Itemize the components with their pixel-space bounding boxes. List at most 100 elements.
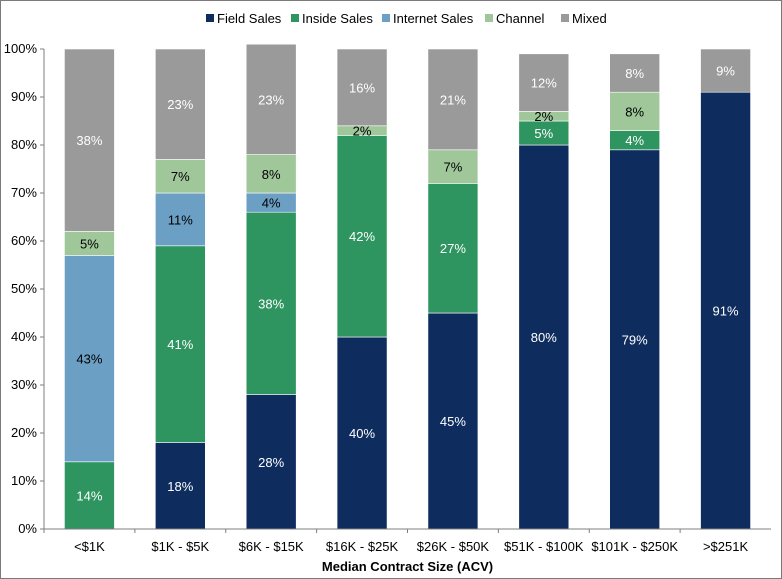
x-tick-label: $101K - $250K <box>591 539 678 554</box>
y-tick-label: 0% <box>18 521 37 536</box>
data-label-field-sales: 80% <box>531 330 557 345</box>
bars-layer: 14% 43% 5% 38% 18% 41% 11% 7% 23% 28% 38% 4% 8% 23% 40… <box>64 43 751 530</box>
data-label-channel: 2% <box>353 124 372 139</box>
legend-swatch-field-sales <box>206 14 214 22</box>
y-tick-label: 50% <box>11 281 37 296</box>
bar-segment-field-sales <box>336 336 388 530</box>
bar-segment-mixed <box>700 48 751 93</box>
y-tick-label: 70% <box>11 185 37 200</box>
bar-segment-field-sales <box>155 442 206 530</box>
legend-swatch-inside-sales <box>291 14 299 22</box>
bar-segment-mixed <box>64 48 115 232</box>
y-tick-label: 60% <box>11 233 37 248</box>
bar-stack-251k: 91% 9% <box>700 48 751 530</box>
y-tick-label: 30% <box>11 377 37 392</box>
data-label-mixed: 12% <box>531 76 557 91</box>
bar-segment-mixed <box>336 48 388 127</box>
x-tick-label: $26K - $50K <box>417 539 490 554</box>
legend-item-mixed: Mixed <box>561 11 607 26</box>
data-label-channel: 7% <box>171 169 190 184</box>
bar-segment-inside-sales <box>245 211 297 395</box>
data-label-internet-sales: 4% <box>262 196 281 211</box>
legend-swatch-mixed <box>561 14 569 22</box>
bar-stack-101k-250k: 79% 4% 8% 8% <box>609 53 660 530</box>
legend-label-internet-sales: Internet Sales <box>393 11 474 26</box>
data-label-internet-sales: 11% <box>168 212 193 227</box>
bar-segment-inside-sales <box>155 245 206 443</box>
data-label-mixed: 38% <box>76 133 102 148</box>
bar-stack-1k: 14% 43% 5% 38% <box>64 48 115 530</box>
bar-stack-51k-100k: 80% 5% 2% 12% <box>518 53 570 530</box>
data-label-mixed: 8% <box>625 66 644 81</box>
data-label-field-sales: 40% <box>349 426 375 441</box>
data-label-inside-sales: 14% <box>76 488 102 503</box>
data-label-inside-sales: 4% <box>625 133 644 148</box>
data-label-field-sales: 45% <box>440 414 466 429</box>
bar-segment-channel <box>155 159 206 194</box>
data-label-inside-sales: 5% <box>534 126 553 141</box>
bar-segment-field-sales <box>427 312 479 530</box>
bar-stack-1k-5k: 18% 41% 11% 7% 23% <box>155 48 206 530</box>
bar-segment-mixed <box>427 48 479 151</box>
y-axis: 0% 10% 20% 30% 40% 50% 60% 70% 80% 90% 100% <box>4 41 45 536</box>
data-label-mixed: 16% <box>349 80 375 95</box>
legend-item-internet-sales: Internet Sales <box>382 11 474 26</box>
y-tick-label: 20% <box>11 425 37 440</box>
legend-item-inside-sales: Inside Sales <box>291 11 373 26</box>
bar-segment-field-sales <box>700 91 751 530</box>
data-label-field-sales: 28% <box>258 455 284 470</box>
bar-segment-inside-sales <box>518 120 570 146</box>
data-label-channel: 5% <box>80 236 99 251</box>
bar-stack-16k-25k: 40% 42% 2% 16% <box>336 48 388 530</box>
bar-segment-mixed <box>155 48 206 160</box>
y-tick-label: 90% <box>11 89 37 104</box>
data-label-inside-sales: 27% <box>440 241 466 256</box>
data-label-mixed: 23% <box>167 97 193 112</box>
bar-segment-internet-sales <box>64 255 115 463</box>
legend-label-inside-sales: Inside Sales <box>302 11 373 26</box>
x-tick-label: >$251K <box>703 539 749 554</box>
x-axis-title: Median Contract Size (ACV) <box>322 559 493 574</box>
legend-label-mixed: Mixed <box>572 11 607 26</box>
data-label-mixed: 23% <box>258 92 284 107</box>
x-tick-label: $16K - $25K <box>326 539 399 554</box>
legend: Field Sales Inside Sales Internet Sales Cha… <box>206 11 607 26</box>
bar-segment-channel <box>245 154 297 194</box>
bar-segment-mixed <box>518 53 570 112</box>
bar-segment-internet-sales <box>155 192 206 247</box>
y-tick-label: 100% <box>4 41 38 56</box>
legend-swatch-internet-sales <box>382 14 390 22</box>
data-label-mixed: 9% <box>716 64 735 79</box>
data-label-field-sales: 79% <box>622 332 648 347</box>
bar-stack-6k-15k: 28% 38% 4% 8% 23% <box>245 43 297 530</box>
bar-stack-26k-50k: 45% 27% 7% 21% <box>427 48 479 530</box>
bar-segment-inside-sales <box>336 135 388 338</box>
data-label-inside-sales: 38% <box>258 296 284 311</box>
x-axis: <$1K $1K - $5K $6K - $15K $16K - $25K $26K -… <box>43 528 771 554</box>
data-label-channel: 8% <box>262 167 281 182</box>
data-label-mixed: 21% <box>440 92 466 107</box>
bar-segment-field-sales <box>609 149 660 530</box>
bar-segment-mixed <box>245 43 297 155</box>
x-tick-label: $6K - $15K <box>239 539 304 554</box>
bar-segment-field-sales <box>518 144 570 530</box>
data-label-internet-sales: 43% <box>76 352 102 367</box>
bar-segment-inside-sales <box>64 461 115 530</box>
data-label-channel: 7% <box>444 160 463 175</box>
data-label-inside-sales: 42% <box>349 229 375 244</box>
bar-segment-mixed <box>609 53 660 93</box>
y-tick-label: 40% <box>11 329 37 344</box>
legend-swatch-channel <box>485 14 493 22</box>
y-tick-label: 10% <box>11 473 37 488</box>
legend-item-channel: Channel <box>485 11 545 26</box>
data-label-channel: 8% <box>625 104 644 119</box>
bar-segment-inside-sales <box>427 183 479 314</box>
x-tick-label: $51K - $100K <box>504 539 584 554</box>
data-label-field-sales: 18% <box>167 479 193 494</box>
y-tick-label: 80% <box>11 137 37 152</box>
x-tick-label: $1K - $5K <box>151 539 209 554</box>
data-label-channel: 2% <box>534 109 553 124</box>
x-tick-label: <$1K <box>74 539 105 554</box>
